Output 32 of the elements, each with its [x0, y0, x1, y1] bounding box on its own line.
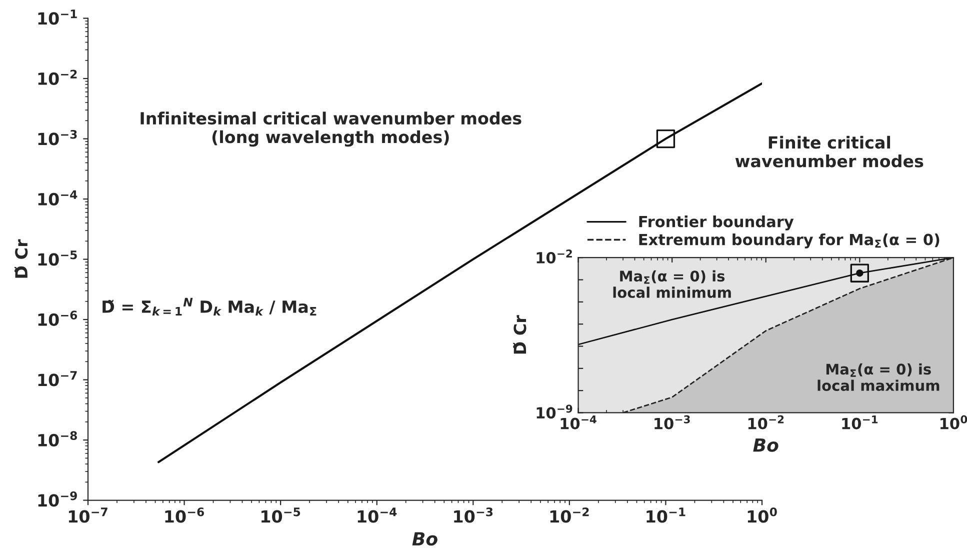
x-tick-label: 10$^{−1}$: [842, 415, 878, 430]
y-tick-label: 10$^{−7}$: [38, 371, 77, 386]
annotation: Finite critical wavenumber modes: [735, 136, 924, 168]
annotation: Infinitesimal critical wavenumber modes (long wavelength modes): [140, 112, 522, 147]
annotation: Ma$_{Σ}$(α = 0) is local minimum: [613, 270, 731, 298]
y-tick-label: 10$^{−1}$: [38, 10, 77, 25]
annotation: Ma$_{Σ}$(α = 0) is local maximum: [818, 363, 940, 391]
y-tick-label: 10$^{−9}$: [38, 491, 77, 507]
text: D̃ = Σ$_{k=1}$$^{N}$ D$_{k}$ Ma$_{k}$ / Ma$_{Σ}$: [102, 298, 316, 316]
y-tick-label: 10$^{−8}$: [38, 431, 77, 446]
y-tick-label: 10$^{−5}$: [38, 250, 77, 266]
x-tick-label: 10$^{−5}$: [262, 508, 300, 523]
legend-label: Frontier boundary: [639, 216, 794, 230]
y-axis-title: D̃ Cr: [14, 239, 28, 278]
x-tick-label: 10$^{−7}$: [68, 508, 108, 523]
x-axis-title: Bo: [412, 532, 438, 546]
x-axis-title: Bo: [753, 438, 778, 452]
x-tick-label: 10$^{−6}$: [165, 507, 204, 523]
x-tick-label: 10$^{0}$: [748, 507, 777, 523]
legend-label: Extremum boundary for Ma$_{Σ}$(α = 0): [639, 233, 940, 248]
x-tick-label: 10$^{−2}$: [550, 507, 589, 523]
x-tick-label: 10$^{−4}$: [358, 508, 397, 523]
y-tick-label: 10$^{−2}$: [38, 70, 77, 85]
x-tick-label: 10$^{−2}$: [748, 415, 784, 430]
x-tick-label: 10$^{−3}$: [454, 507, 493, 523]
y-tick-label: 10$^{−3}$: [38, 130, 77, 146]
y-axis-title: D̃ Cr: [513, 315, 526, 354]
x-tick-label: 10$^{−3}$: [654, 415, 690, 430]
y-tick-label: 10$^{−6}$: [38, 310, 78, 326]
x-tick-label: 10$^{0}$: [940, 415, 967, 430]
x-tick-label: 10$^{−1}$: [646, 508, 686, 523]
y-tick-label: 10$^{−4}$: [38, 190, 78, 206]
